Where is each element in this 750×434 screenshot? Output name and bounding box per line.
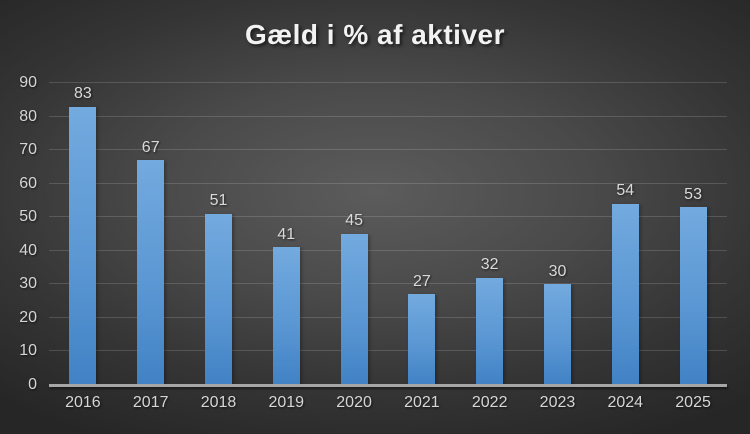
x-axis-category-label: 2018 (200, 394, 237, 411)
bar-slot: 41 (252, 83, 320, 385)
gridline (49, 182, 727, 184)
bar (340, 234, 368, 385)
bar-value-label: 53 (684, 185, 702, 203)
x-axis-category-label: 2024 (607, 394, 644, 411)
y-axis-tick-label: 0 (28, 376, 37, 393)
bar-slot: 32 (456, 83, 524, 385)
gridline (49, 115, 727, 117)
x-axis-category-label: 2016 (65, 394, 101, 411)
y-axis-tick-label: 10 (19, 342, 37, 360)
bar (69, 106, 97, 385)
y-axis-tick-label: 60 (19, 174, 37, 192)
bar-slot: 54 (591, 83, 659, 385)
y-axis-tick-label: 50 (19, 208, 37, 226)
x-axis-category-label: 2017 (132, 394, 169, 411)
bar-slot: 45 (320, 83, 388, 385)
bar-slot: 67 (117, 83, 185, 385)
bar-value-label: 30 (548, 262, 567, 280)
y-axis-tick-label: 20 (19, 308, 37, 326)
gridline (49, 149, 727, 151)
x-axis-category-label: 2021 (404, 394, 440, 411)
y-axis-tick-label: 30 (19, 275, 37, 293)
bar-value-label: 51 (209, 192, 228, 210)
bar (408, 294, 436, 385)
bar-value-label: 45 (345, 212, 363, 230)
x-axis-category-label: 2025 (675, 394, 711, 411)
bar-slot: 27 (388, 83, 456, 385)
bar (272, 247, 300, 385)
gridline (49, 316, 727, 318)
y-axis-tick-label: 80 (19, 107, 37, 125)
gridline (49, 249, 727, 251)
bar (204, 213, 232, 385)
y-axis-tick-label: 90 (19, 74, 37, 91)
gridline (49, 350, 727, 352)
bar-slot: 51 (185, 83, 253, 385)
x-axis-labels: 2016 2017 2018 2019 2020 2021 2022 2023 2024 2025 (49, 394, 727, 412)
chart-title: Gæld i % af aktiver (244, 19, 506, 50)
gridline (49, 82, 727, 83)
bar-value-label: 67 (141, 138, 160, 156)
x-axis-category-label: 2023 (539, 394, 576, 411)
bar (137, 160, 165, 385)
x-axis-line (49, 384, 727, 387)
bar-value-label: 41 (277, 225, 296, 243)
x-axis-category-label: 2019 (268, 394, 305, 411)
y-axis-labels: 0 10 20 30 40 50 60 70 80 90 (0, 74, 37, 393)
bar-value-label: 32 (480, 256, 499, 274)
bar-slot: 83 (49, 83, 117, 385)
bars-container: 83 67 51 41 45 27 32 30 54 53 (49, 83, 727, 385)
plot-area: 83 67 51 41 45 27 32 30 54 53 (49, 82, 727, 387)
bar-value-label: 54 (616, 182, 635, 200)
gridline (49, 283, 727, 285)
x-axis-category-label: 2022 (471, 394, 508, 411)
bar (543, 284, 571, 385)
bar-value-label: 27 (412, 272, 431, 290)
y-axis-tick-label: 40 (19, 241, 37, 259)
gridline (49, 216, 727, 218)
bar-slot: 53 (659, 83, 727, 385)
x-axis-category-label: 2020 (336, 394, 372, 411)
bar-value-label: 83 (74, 84, 92, 102)
bar (476, 277, 504, 385)
y-axis-tick-label: 70 (19, 141, 37, 159)
bar-slot: 30 (524, 83, 592, 385)
bar (611, 203, 639, 385)
bar (679, 207, 707, 385)
